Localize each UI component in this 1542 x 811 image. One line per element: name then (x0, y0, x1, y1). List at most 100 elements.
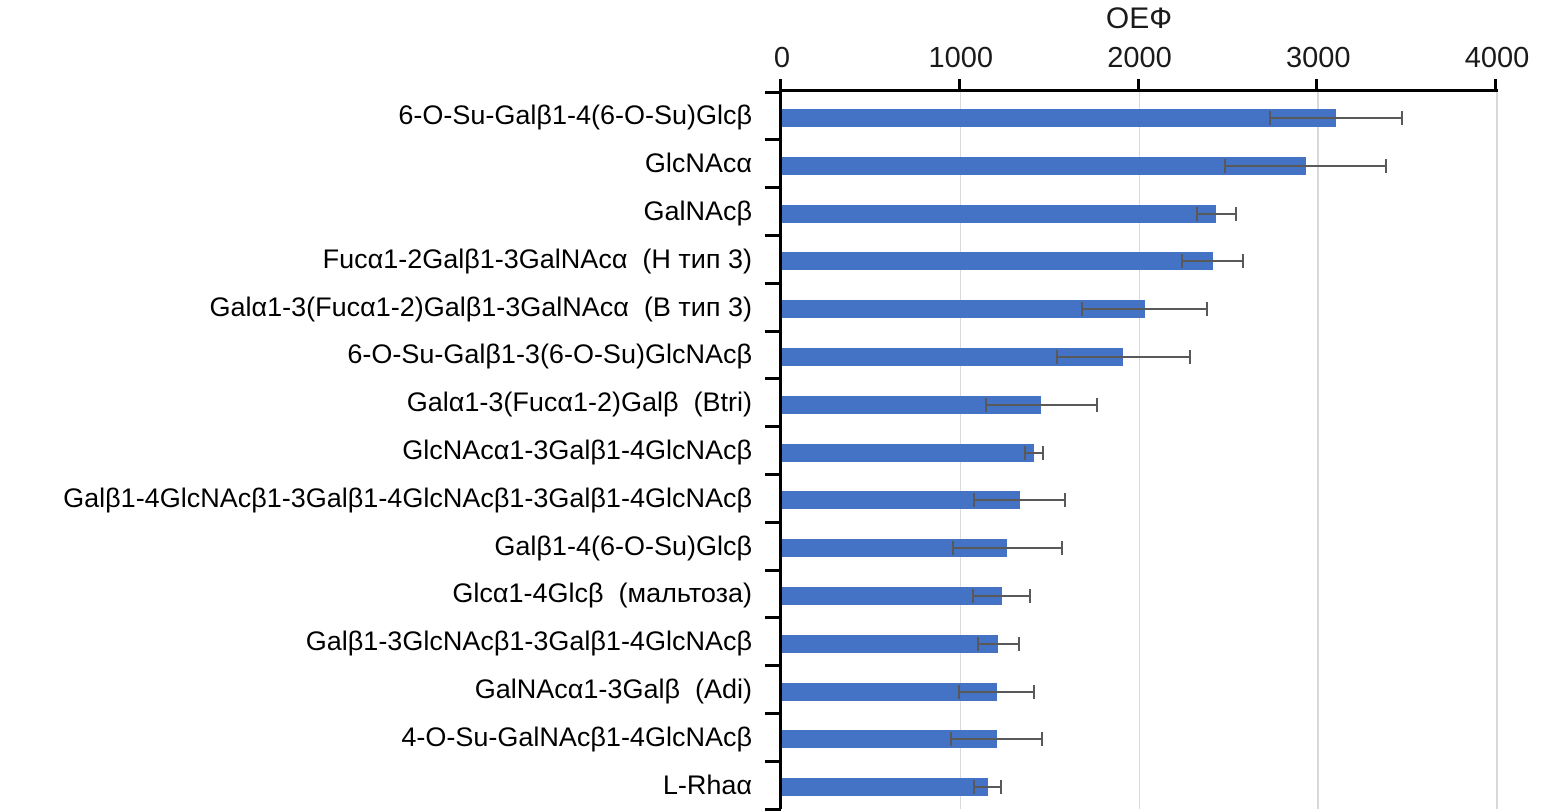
bar (782, 634, 999, 653)
category-label: Galβ1-3GlcNAcβ1-3Galβ1-4GlcNAcβ (305, 626, 752, 657)
bar (782, 539, 1008, 558)
error-bar-cap (1242, 254, 1245, 269)
error-bar-line (1182, 260, 1244, 263)
y-tick-mark (765, 281, 781, 285)
x-tick-mark (1136, 79, 1140, 92)
category-label: GalNAcα1-3Galβ (Adi) (474, 673, 752, 704)
x-tick-label: 2000 (1107, 42, 1172, 74)
chart-title: ОЕФ (1105, 2, 1173, 35)
error-bar-cap (1081, 302, 1084, 317)
category-label: Galα1-3(Fucα1-2)Galβ1-3GalNAcα (B тип 3) (209, 291, 752, 322)
bar (782, 156, 1306, 175)
y-axis-line (779, 89, 782, 809)
error-bar-cap (1181, 254, 1184, 269)
error-bar-line (1196, 212, 1236, 215)
error-bar-cap (949, 732, 952, 747)
category-label: L-Rhaα (662, 769, 752, 800)
error-bar-cap (1224, 158, 1227, 173)
error-bar-line (1025, 451, 1043, 454)
category-label: GlcNAcα1-3Galβ1-4GlcNAcβ (402, 434, 752, 465)
y-tick-mark (765, 472, 781, 476)
bar (782, 108, 1337, 127)
bar (782, 395, 1042, 414)
error-bar-line (950, 738, 1043, 741)
bar (782, 586, 1002, 605)
y-tick-mark (765, 664, 781, 668)
x-tick-label: 1000 (928, 42, 993, 74)
y-tick-mark (765, 616, 781, 620)
error-bar-line (977, 642, 1019, 645)
error-bar-cap (972, 588, 975, 603)
bar (782, 730, 997, 749)
error-bar-cap (976, 636, 979, 651)
y-tick-mark (765, 138, 781, 142)
error-bar-cap (1235, 206, 1238, 221)
bar (782, 682, 997, 701)
error-bar-cap (1056, 349, 1059, 364)
error-bar-cap (957, 684, 960, 699)
error-bar-line (974, 499, 1066, 502)
error-bar-line (974, 786, 1001, 789)
error-bar-cap (1095, 397, 1098, 412)
category-label: Glcα1-4Glcβ (мальтоза) (452, 578, 752, 609)
y-tick-mark (765, 186, 781, 190)
x-tick-label: 0 (773, 42, 791, 74)
y-tick-mark (765, 90, 781, 94)
error-bar-cap (1268, 110, 1271, 125)
gridline (1496, 92, 1498, 809)
category-label: GalNAcβ (643, 195, 752, 226)
bar (782, 204, 1217, 223)
category-label: Galα1-3(Fucα1-2)Galβ (Btri) (406, 387, 752, 418)
error-bar-cap (1017, 636, 1020, 651)
error-bar-cap (1195, 206, 1198, 221)
error-bar-line (952, 547, 1062, 550)
bar (782, 252, 1213, 271)
category-label: 6-O-Su-Galβ1-3(6-O-Su)GlcNAcβ (347, 339, 752, 370)
error-bar-cap (973, 780, 976, 795)
error-bar-cap (984, 397, 987, 412)
x-tick-label: 4000 (1464, 42, 1530, 74)
error-bar-line (1225, 164, 1387, 167)
bar (782, 491, 1020, 510)
error-bar-cap (973, 493, 976, 508)
error-bar-line (958, 690, 1035, 693)
error-bar-cap (951, 541, 954, 556)
y-tick-mark (765, 425, 781, 429)
y-tick-mark (765, 711, 781, 715)
y-tick-mark (765, 233, 781, 237)
gridline (1317, 92, 1319, 809)
error-bar-line (985, 403, 1097, 406)
y-tick-mark (765, 329, 781, 333)
error-bar-cap (1060, 541, 1063, 556)
category-label: 4-O-Su-GalNAcβ1-4GlcNAcβ (401, 721, 752, 752)
error-bar-cap (1041, 732, 1044, 747)
error-bar-line (973, 594, 1031, 597)
y-tick-mark (765, 759, 781, 763)
bar (782, 443, 1035, 462)
category-label: GlcNAcα (644, 148, 752, 179)
gridline (1138, 92, 1140, 809)
x-tick-mark (1494, 79, 1497, 92)
error-bar-cap (1401, 110, 1404, 125)
y-tick-mark (765, 377, 781, 381)
error-bar-cap (1385, 158, 1388, 173)
error-bar-cap (1033, 684, 1036, 699)
x-tick-mark (957, 79, 961, 92)
error-bar-cap (1029, 588, 1032, 603)
bar (782, 300, 1145, 319)
error-bar-cap (1024, 445, 1027, 460)
bar (782, 347, 1124, 366)
category-label: Galβ1-4GlcNAcβ1-3Galβ1-4GlcNAcβ1-3Galβ1-… (63, 482, 752, 513)
y-tick-mark (765, 520, 781, 524)
category-label: Galβ1-4(6-O-Su)Glcβ (494, 530, 752, 561)
error-bar-cap (1064, 493, 1067, 508)
error-bar-cap (1188, 349, 1191, 364)
error-bar-cap (999, 780, 1002, 795)
x-tick-mark (1315, 79, 1319, 92)
bar (782, 778, 988, 797)
y-tick-mark (765, 568, 781, 572)
x-tick-mark (779, 79, 782, 92)
error-bar-cap (1041, 445, 1044, 460)
error-bar-line (1269, 116, 1403, 119)
